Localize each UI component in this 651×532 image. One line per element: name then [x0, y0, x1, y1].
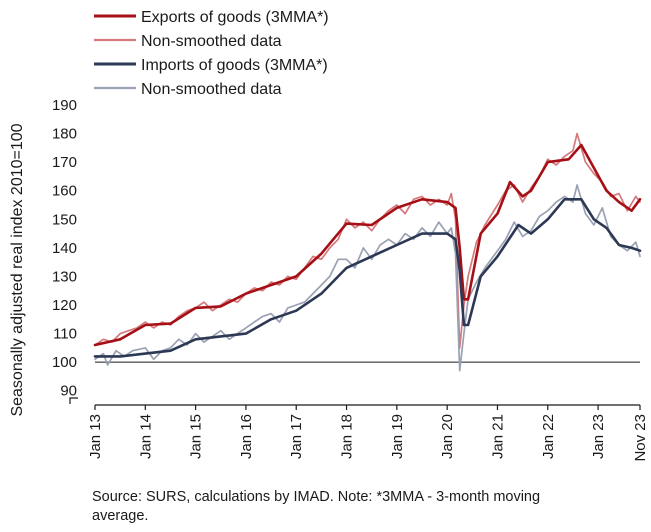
- y-tick-label: 120: [52, 297, 77, 314]
- x-tick-label: Jan 23: [590, 414, 607, 459]
- y-tick-label: 110: [53, 326, 77, 343]
- y-tick-label: 140: [52, 240, 77, 257]
- legend-label: Non-smoothed data: [141, 81, 282, 98]
- series-line-imports-3mma: [93, 198, 642, 358]
- legend-label: Non-smoothed data: [141, 33, 282, 50]
- legend-label: Imports of goods (3MMA*): [141, 57, 328, 74]
- x-tick-label: Jan 16: [238, 414, 255, 459]
- x-tick-label: Jan 14: [137, 414, 154, 459]
- series-line-exports-raw: [94, 132, 641, 349]
- x-tick-label: Jan 18: [339, 414, 356, 459]
- y-tick-label: 100: [52, 354, 77, 371]
- y-tick-label: 160: [52, 183, 77, 200]
- source-note: Source: SURS, calculations by IMAD. Note…: [92, 488, 637, 526]
- legend-label: Exports of goods (3MMA*): [141, 9, 329, 26]
- x-axis: Jan 13 Jan 14 Jan 15 Jan 16 Jan 17 Jan 18 Jan …: [87, 404, 649, 462]
- y-tick-label: 130: [52, 268, 77, 285]
- x-tick-label: Jan 17: [288, 414, 305, 459]
- source-note-line-1: Source: SURS, calculations by IMAD. Note…: [92, 489, 541, 505]
- y-tick-label: 150: [52, 211, 77, 228]
- y-tick-label: 190: [52, 97, 77, 114]
- x-tick-label: Jan 21: [489, 414, 506, 459]
- y-axis-title: Seasonally adjusted real index 2010=100: [9, 123, 26, 416]
- series-line-imports-raw: [94, 184, 641, 372]
- y-axis-ticks: 90 100 110 120 130 140 150 160 170 180 190: [52, 97, 78, 404]
- y-tick-label: 180: [52, 126, 77, 143]
- chart-series: [93, 132, 642, 372]
- x-tick-label: Jan 20: [439, 414, 456, 459]
- chart-legend: Exports of goods (3MMA*) Non-smoothed dat…: [94, 9, 329, 98]
- x-tick-label: Nov 23: [632, 414, 649, 462]
- x-tick-label: Jan 22: [540, 414, 557, 459]
- y-tick-label: 90: [60, 383, 77, 400]
- x-tick-label: Jan 13: [87, 414, 104, 459]
- x-tick-label: Jan 15: [188, 414, 205, 459]
- source-note-line-2: average.: [92, 508, 149, 524]
- y-axis-break-mark: [69, 397, 78, 404]
- series-line-exports-3mma: [93, 143, 642, 347]
- x-tick-label: Jan 19: [389, 414, 406, 459]
- y-tick-label: 170: [52, 154, 77, 171]
- line-chart: Exports of goods (3MMA*) Non-smoothed dat…: [9, 9, 649, 462]
